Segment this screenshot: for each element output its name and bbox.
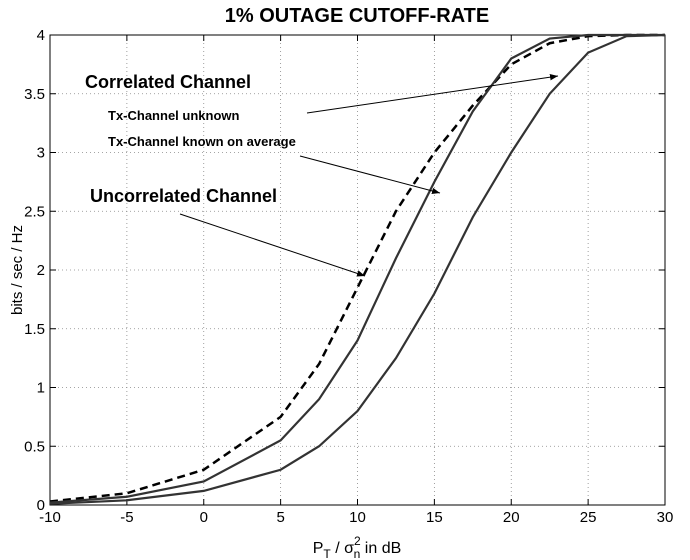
x-tick-label: 25 (580, 509, 597, 526)
y-tick-label: 3.5 (24, 86, 45, 103)
y-axis-label: bits / sec / Hz (9, 225, 26, 315)
annotation: Correlated Channel (85, 72, 251, 92)
x-tick-label: 5 (276, 509, 284, 526)
y-tick-label: 1.5 (24, 321, 45, 338)
annotation: Tx-Channel unknown (108, 108, 240, 123)
y-tick-label: 0.5 (24, 438, 45, 455)
x-tick-label: -10 (39, 509, 61, 526)
x-label-part: P (313, 540, 324, 557)
series-line (49, 33, 665, 503)
annotation-arrow (179, 213, 366, 277)
x-label-part: T (323, 547, 331, 560)
y-tick-label: 0 (37, 497, 45, 514)
x-axis-label: PT / σ2 n in dB (313, 534, 402, 560)
y-tick-label: 2.5 (24, 203, 45, 220)
annotation-arrow (306, 74, 559, 114)
plot-frame (49, 34, 666, 506)
x-label-part: / σ (331, 540, 354, 557)
x-label-part: in dB (360, 540, 401, 557)
x-label-part: 2 (354, 534, 361, 548)
x-tick-label: 0 (200, 509, 208, 526)
y-tick-label: 4 (37, 27, 45, 44)
annotation-arrow (299, 155, 441, 195)
x-tick-label: 20 (503, 509, 520, 526)
x-tick-label: 30 (657, 509, 674, 526)
x-tick-label: 10 (349, 509, 366, 526)
y-tick-label: 3 (37, 145, 45, 162)
y-tick-label: 2 (37, 262, 45, 279)
annotation: Tx-Channel known on average (108, 134, 296, 149)
chart-title: 1% OUTAGE CUTOFF-RATE (225, 5, 489, 27)
x-tick-label: 15 (426, 509, 443, 526)
x-label-part: n (354, 547, 361, 560)
annotation: Uncorrelated Channel (90, 186, 277, 206)
y-tick-label: 1 (37, 380, 45, 397)
series-line (49, 33, 665, 504)
x-tick-label: -5 (120, 509, 133, 526)
series-line (49, 33, 666, 505)
